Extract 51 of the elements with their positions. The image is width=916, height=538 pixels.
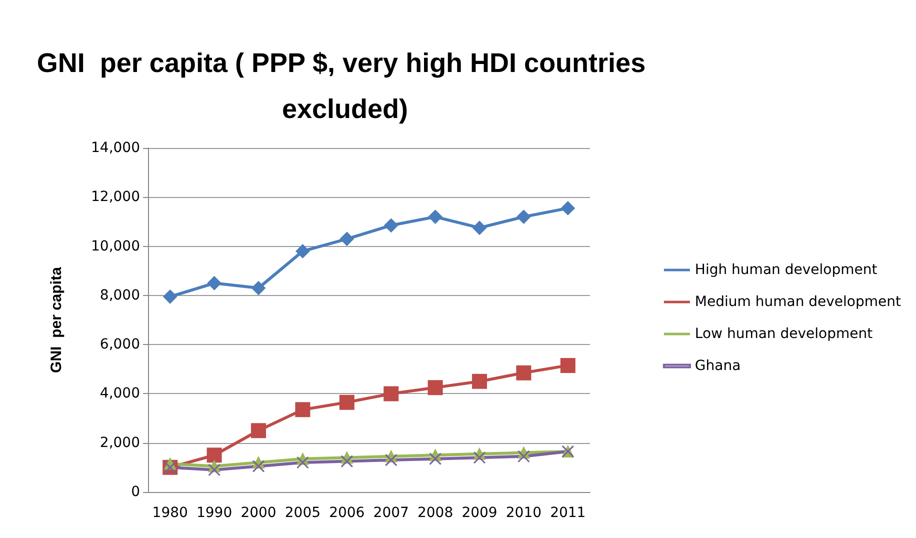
point [428,380,443,396]
point [428,210,442,224]
x-tick-label: 2005 [284,505,321,521]
y-tick-label: 2,000 [100,434,140,451]
point [472,374,487,389]
point [207,276,222,290]
y-tick-label: 12,000 [91,189,140,206]
y-tick-label: 4,000 [100,386,140,402]
point [516,365,532,380]
point [339,394,354,410]
y-axis-title: GNI per capita [48,266,65,373]
point [251,423,266,438]
legend-label: Ghana [694,358,741,374]
y-tick-label: 14,000 [91,140,140,156]
point [560,358,576,373]
y-tick-label: 10,000 [91,238,140,254]
x-tick-label: 2006 [329,505,365,521]
x-tick-label: 2000 [240,505,276,521]
point [384,218,398,232]
point [473,451,486,464]
chart-title: GNI per capita ( PPP $, very high HDI countries excluded) [36,48,654,124]
point [560,201,575,216]
point [340,455,354,468]
point [296,244,310,258]
x-tick-label: 2008 [417,505,454,521]
point [163,290,178,304]
x-tick-label: 1980 [152,505,188,521]
point [206,448,222,463]
point [252,281,266,296]
point [295,402,310,418]
x-tick-label: 2011 [550,505,586,521]
y-tick-label: 6,000 [100,336,140,353]
point [384,386,399,402]
y-tick-label: 0 [131,484,140,500]
x-tick-label: 2009 [462,505,498,521]
point [384,454,398,466]
point [472,220,486,235]
x-tick-label: 1990 [196,505,232,521]
legend-label: Medium human development [694,294,902,310]
point [516,210,531,224]
x-tick-label: 2010 [506,505,542,521]
point [340,232,354,246]
x-tick-label: 2007 [373,505,409,521]
point [252,460,265,472]
point [429,452,442,466]
point [296,456,309,469]
legend-label: Low human development [694,326,874,342]
y-tick-label: 8,000 [100,287,140,304]
point [208,464,221,476]
legend-label: High human development [694,262,878,278]
point [517,450,530,463]
